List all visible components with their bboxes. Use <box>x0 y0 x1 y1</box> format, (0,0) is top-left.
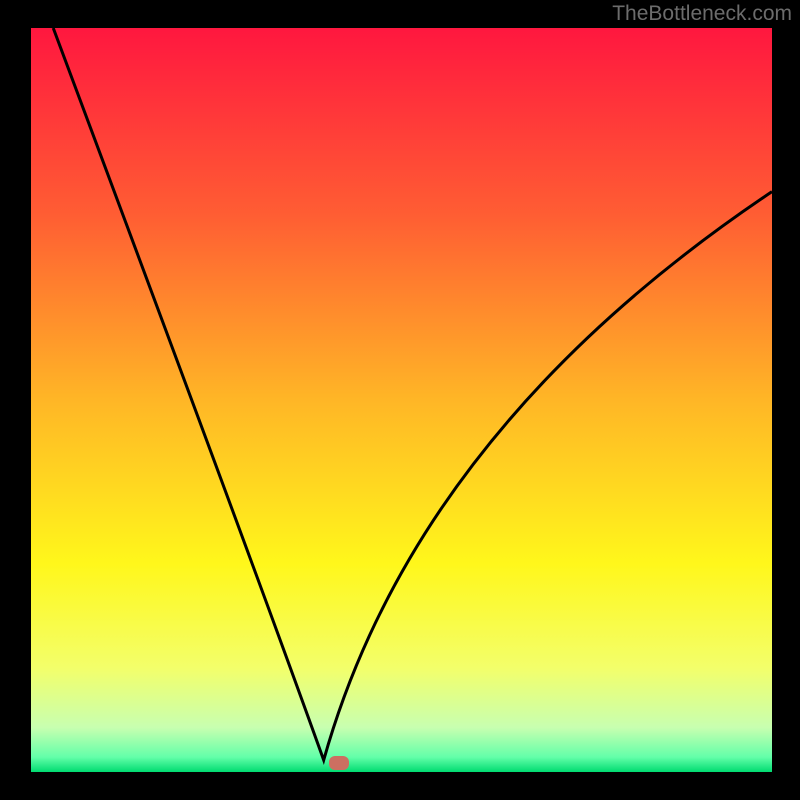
bottleneck-curve <box>31 28 772 772</box>
minimum-marker <box>329 756 349 770</box>
curve-path <box>53 28 772 760</box>
chart-plot-area <box>31 28 772 772</box>
watermark-text: TheBottleneck.com <box>612 2 792 26</box>
